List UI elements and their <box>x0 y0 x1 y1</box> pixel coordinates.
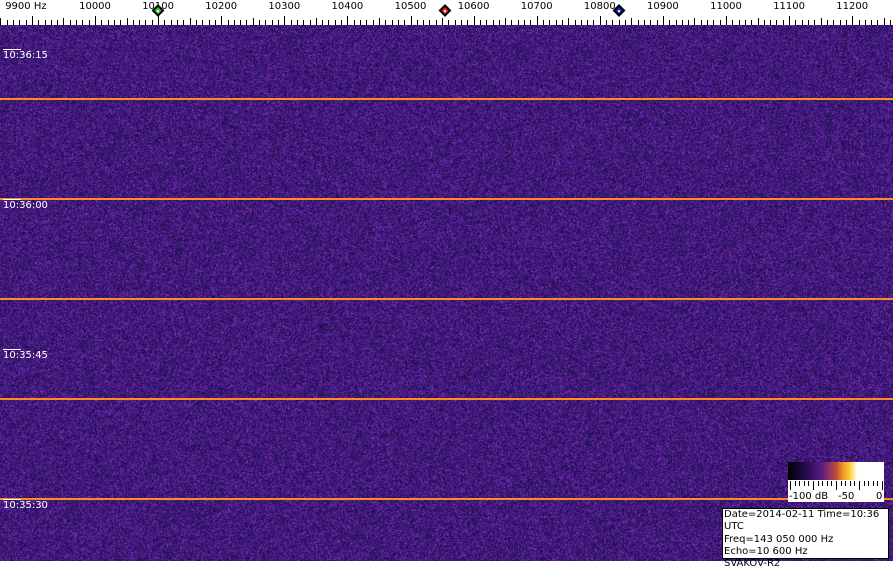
axis-tick <box>347 16 348 25</box>
colorbar-label-min: -100 dB <box>789 491 828 502</box>
frequency-label: 10300 <box>268 1 300 12</box>
axis-tick <box>758 18 759 25</box>
frequency-label: 11100 <box>773 1 805 12</box>
axis-tick <box>63 18 64 25</box>
info-echo: Echo=10 600 Hz <box>724 546 888 558</box>
axis-tick <box>442 18 443 25</box>
frequency-label: 10400 <box>331 1 363 12</box>
axis-tick <box>884 18 885 25</box>
axis-tick <box>411 16 412 25</box>
time-grid-line <box>0 298 893 300</box>
time-label: 10:36:15 <box>3 50 48 61</box>
colorbar-tick <box>882 481 883 490</box>
axis-tick <box>537 16 538 25</box>
colorbar-tick <box>822 481 823 486</box>
axis-tick <box>663 16 664 25</box>
frequency-label: 10900 <box>647 1 679 12</box>
colorbar-tick <box>841 481 842 486</box>
axis-tick <box>505 18 506 25</box>
axis-tick <box>95 16 96 25</box>
colorbar-tick <box>808 481 809 486</box>
colorbar-tick <box>868 481 869 486</box>
colorbar-tick <box>859 481 860 490</box>
colorbar-tick <box>831 481 832 486</box>
frequency-label: 10200 <box>205 1 237 12</box>
colorbar-tick <box>799 481 800 486</box>
axis-tick <box>631 18 632 25</box>
waterfall-spectrogram <box>0 25 893 561</box>
frequency-label: 10800 <box>584 1 616 12</box>
info-date-time: Date=2014-02-11 Time=10:36 UTC <box>724 509 888 534</box>
frequency-label: 11200 <box>836 1 868 12</box>
axis-tick <box>221 16 222 25</box>
info-frequency: Freq=143 050 000 Hz <box>724 534 888 546</box>
axis-tick <box>600 16 601 25</box>
colorbar-tick <box>836 481 837 490</box>
time-grid-line <box>0 198 893 200</box>
frequency-axis: 9900 Hz100001010010200103001040010500106… <box>0 0 893 25</box>
time-grid-line <box>0 98 893 100</box>
time-label: 10:36:00 <box>3 200 48 211</box>
red-marker-icon[interactable] <box>439 4 452 17</box>
colorbar-tick <box>813 481 814 490</box>
time-grid-line <box>0 498 893 500</box>
info-box: Date=2014-02-11 Time=10:36 UTC Freq=143 … <box>722 508 889 559</box>
axis-tick <box>0 18 1 25</box>
info-station: SVAKOV-R2 <box>724 558 888 570</box>
frequency-label: 10500 <box>395 1 427 12</box>
axis-tick <box>726 16 727 25</box>
colorbar-tick <box>845 481 846 486</box>
colorbar-tick <box>850 481 851 486</box>
frequency-label: 10000 <box>79 1 111 12</box>
axis-tick <box>253 18 254 25</box>
axis-tick <box>379 18 380 25</box>
axis-tick <box>32 16 33 25</box>
axis-tick <box>474 16 475 25</box>
colorbar-tick <box>873 481 874 486</box>
axis-tick <box>316 18 317 25</box>
colorbar-tick <box>804 481 805 486</box>
axis-tick <box>190 18 191 25</box>
colorbar-label-mid: -50 <box>838 491 854 502</box>
colorbar-tick <box>818 481 819 486</box>
colorbar-label-max: 0 <box>876 491 882 502</box>
frequency-label: 9900 Hz <box>5 1 46 12</box>
colorbar-tick <box>854 481 855 486</box>
frequency-label: 11000 <box>710 1 742 12</box>
time-grid-line <box>0 398 893 400</box>
axis-tick <box>158 16 159 25</box>
colorbar-tick <box>795 481 796 486</box>
time-label: 10:35:30 <box>3 500 48 511</box>
axis-tick <box>821 18 822 25</box>
colorbar-gradient <box>788 462 884 480</box>
axis-tick <box>694 18 695 25</box>
axis-tick <box>284 16 285 25</box>
colorbar-tick <box>864 481 865 486</box>
colorbar-tick <box>790 481 791 490</box>
colorbar: -100 dB -50 0 <box>788 462 884 502</box>
axis-tick <box>789 16 790 25</box>
colorbar-tick <box>877 481 878 486</box>
colorbar-tick <box>827 481 828 486</box>
frequency-label: 10600 <box>458 1 490 12</box>
axis-tick <box>127 18 128 25</box>
axis-tick <box>852 16 853 25</box>
frequency-label: 10700 <box>521 1 553 12</box>
axis-tick <box>568 18 569 25</box>
time-label: 10:35:45 <box>3 350 48 361</box>
